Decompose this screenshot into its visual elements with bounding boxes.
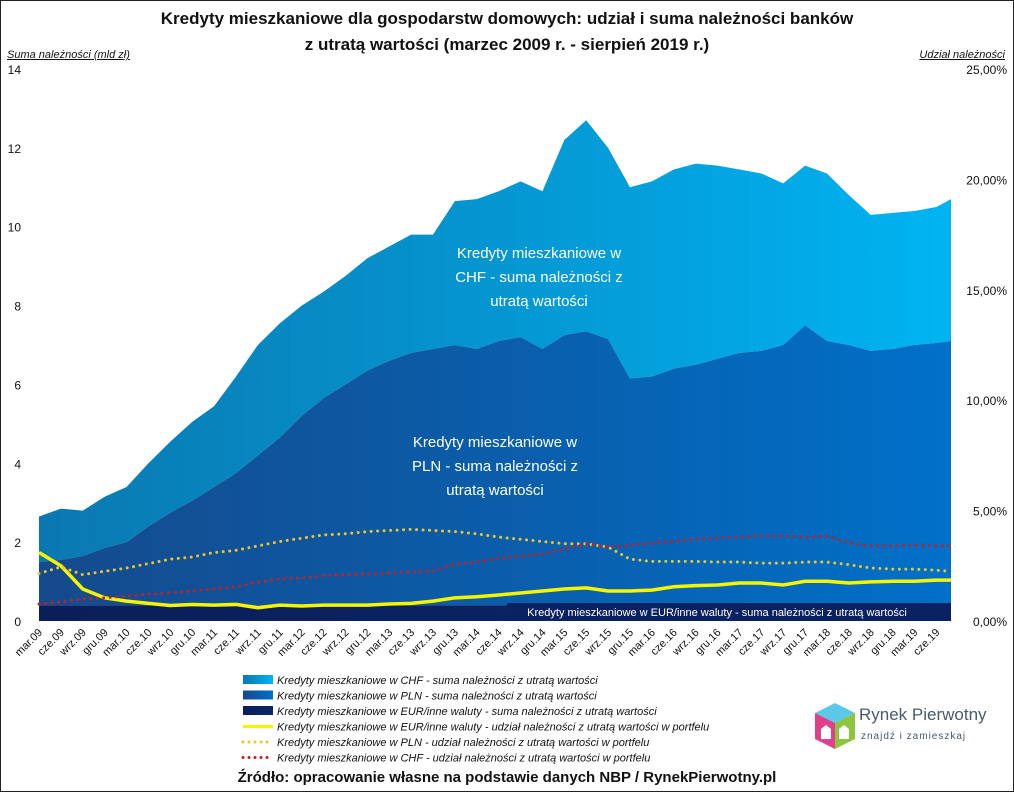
legend-label: Kredyty mieszkaniowe w PLN - suma należn… xyxy=(277,691,597,703)
y2-tick-label: 25,00% xyxy=(966,63,1007,77)
area-chf xyxy=(39,120,951,562)
y-tick-label: 6 xyxy=(14,378,21,392)
y-tick-label: 4 xyxy=(14,457,21,471)
line-eur-share xyxy=(38,551,951,610)
annotation-eur-box xyxy=(507,603,951,621)
annotation-pln: Kredyty mieszkaniowe w xyxy=(413,434,577,451)
logo-name: Rynek Pierwotny xyxy=(859,705,987,724)
y2-tick-label: 15,00% xyxy=(966,284,1007,298)
y-tick-label: 2 xyxy=(14,536,21,550)
legend-label: Kredyty mieszkaniowe w CHF - udział nale… xyxy=(277,753,650,765)
y-tick-label: 0 xyxy=(14,615,21,629)
chart-title-line-2: z utratą wartości (marzec 2009 r. - sier… xyxy=(304,35,710,54)
logo: Rynek Pierwotny znajdź i zamieszkaj xyxy=(811,701,1006,753)
y2-tick-label: 5,00% xyxy=(973,505,1007,519)
legend-label: Kredyty mieszkaniowe w EUR/inne waluty -… xyxy=(277,722,709,734)
y-tick-label: 10 xyxy=(8,221,22,235)
legend-label: Kredyty mieszkaniowe w EUR/inne waluty -… xyxy=(277,706,657,718)
y-tick-label: 12 xyxy=(8,142,22,156)
annotation-chf: utratą wartości xyxy=(490,293,588,310)
legend-label: Kredyty mieszkaniowe w PLN - udział nale… xyxy=(277,737,649,749)
line-pln-share xyxy=(37,527,953,577)
line-chf-share xyxy=(37,534,953,606)
area-pln xyxy=(39,325,951,606)
annotation-chf: CHF - suma należności z xyxy=(455,269,623,286)
logo-tagline: znajdź i zamieszkaj xyxy=(861,731,967,742)
annotation-eur: Kredyty mieszkaniowe w EUR/inne waluty -… xyxy=(527,607,907,619)
y-axis-label: Suma należności (mld zł) xyxy=(7,49,130,61)
y2-tick-label: 20,00% xyxy=(966,173,1007,187)
y2-tick-label: 0,00% xyxy=(973,615,1007,629)
legend-swatch xyxy=(243,690,273,700)
annotation-pln: PLN - suma należności z xyxy=(412,458,578,475)
y2-tick-label: 10,00% xyxy=(966,394,1007,408)
legend-swatch xyxy=(243,675,273,684)
annotation-chf: Kredyty mieszkaniowe w xyxy=(457,245,621,262)
y2-axis-label: Udział należności xyxy=(919,49,1005,61)
source-note: Źródło: opracowanie własne na podstawie … xyxy=(237,769,777,786)
y-tick-label: 14 xyxy=(8,63,22,77)
annotation-pln: utratą wartości xyxy=(446,482,544,499)
logo-cube-icon xyxy=(815,703,855,749)
chart-title-line-1: Kredyty mieszkaniowe dla gospodarstw dom… xyxy=(160,9,854,28)
legend-label: Kredyty mieszkaniowe w CHF - suma należn… xyxy=(277,675,598,687)
legend-swatch xyxy=(243,706,273,715)
y-tick-label: 8 xyxy=(14,300,21,314)
